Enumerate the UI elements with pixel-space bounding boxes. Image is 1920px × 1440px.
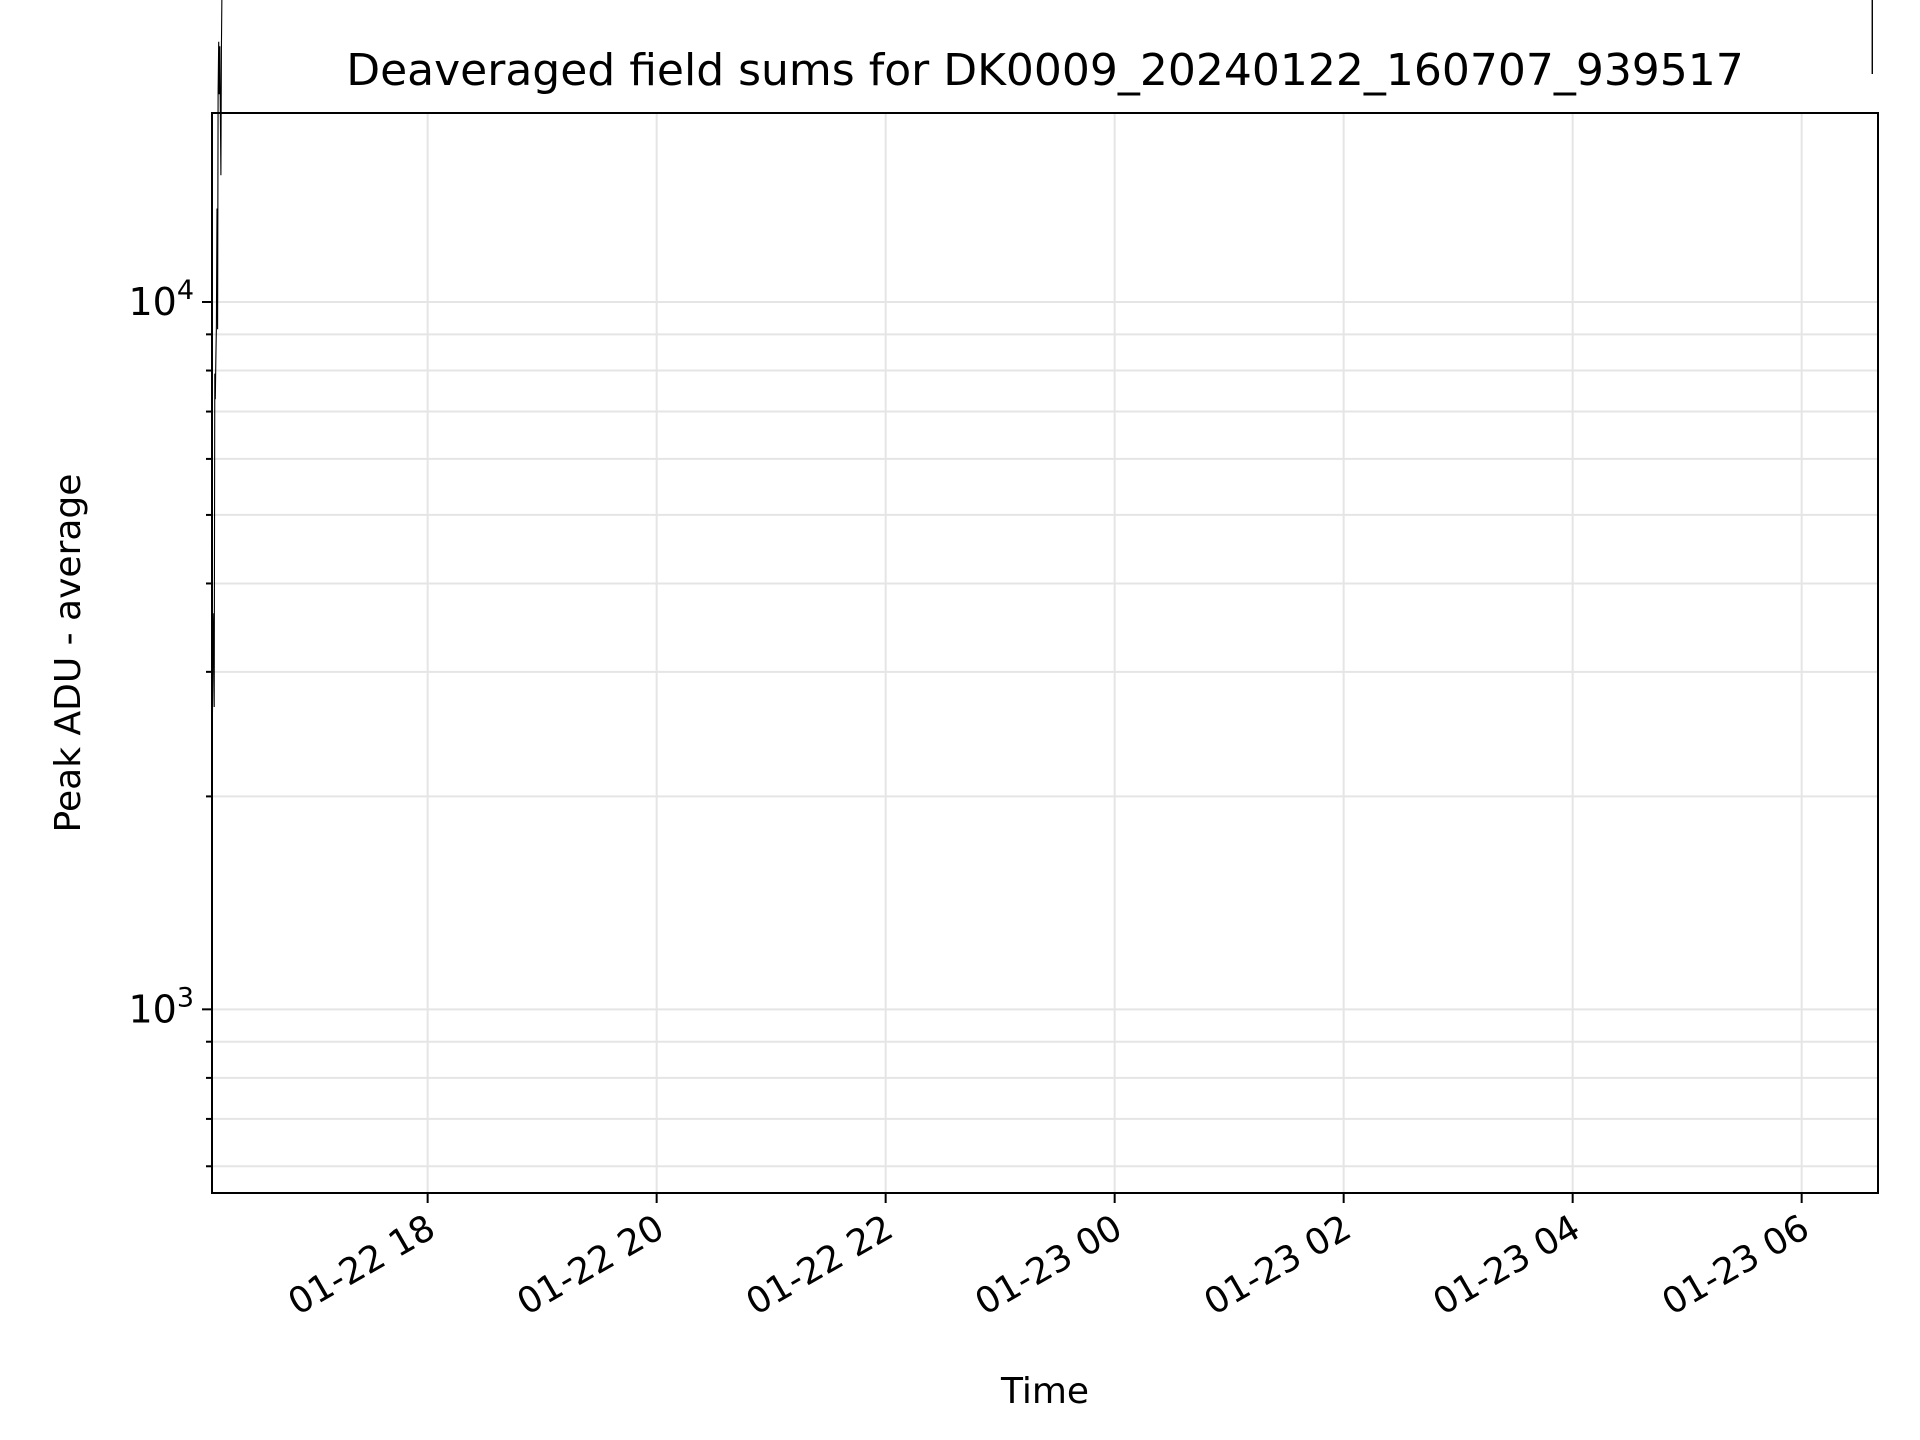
grid-lines [212,113,1878,1193]
chart-title: Deaveraged field sums for DK0009_2024012… [346,45,1744,96]
plot-frame [211,112,1879,1194]
x-axis-label: Time [1000,1371,1089,1412]
y-tick-label: 103 [128,982,194,1031]
y-tick-label: 104 [128,275,194,324]
y-axis-label: Peak ADU - average [48,474,89,833]
